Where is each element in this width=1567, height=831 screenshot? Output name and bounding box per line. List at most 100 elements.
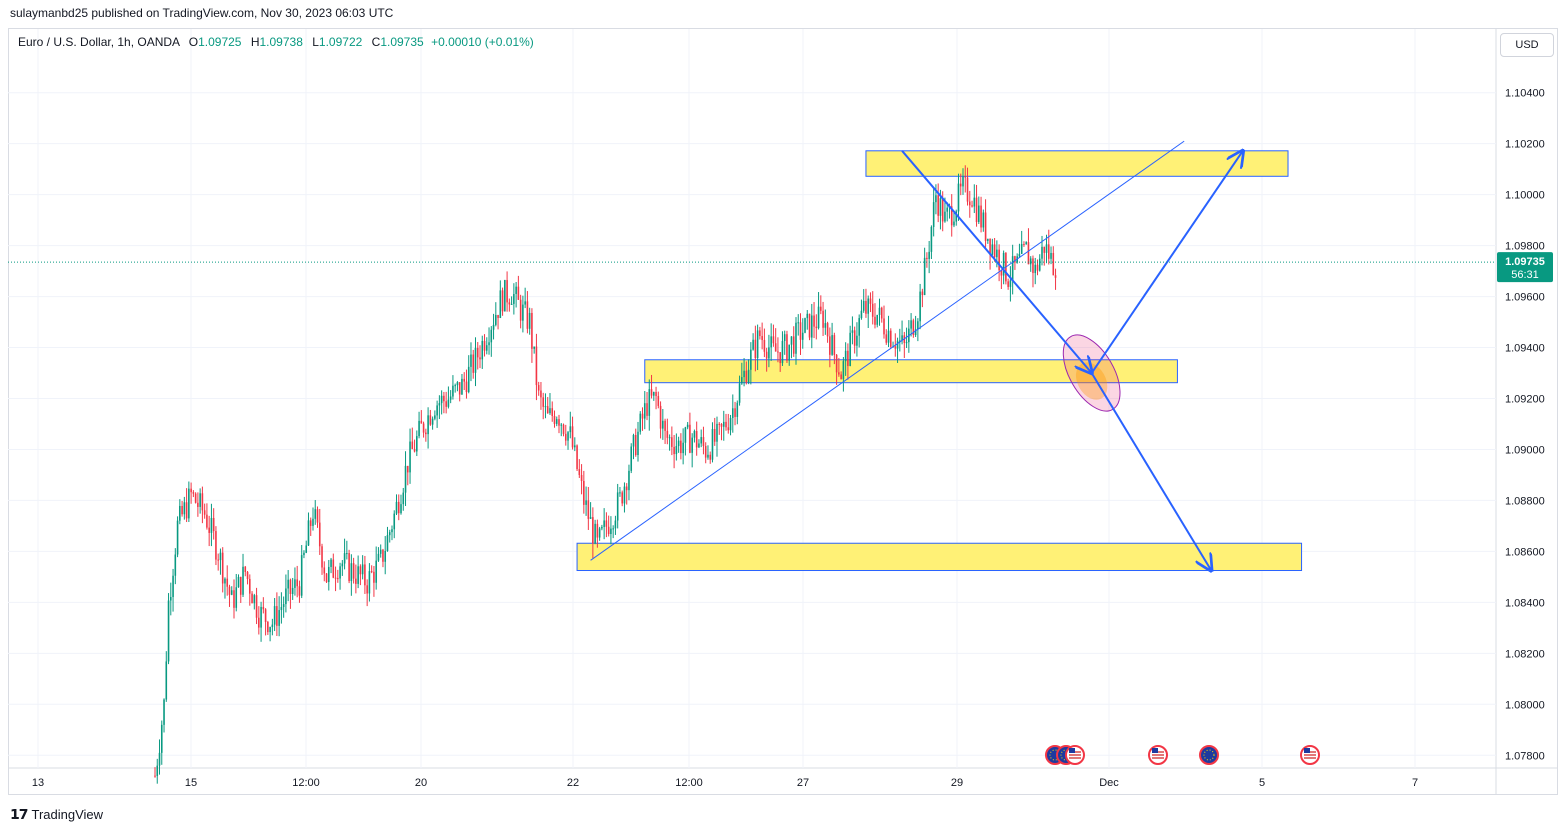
candle-body bbox=[276, 606, 278, 626]
symbol-title[interactable]: Euro / U.S. Dollar, 1h, OANDA bbox=[18, 35, 180, 49]
candle-body bbox=[838, 372, 840, 375]
chart-frame bbox=[8, 28, 1558, 795]
time-tick-label: Dec bbox=[1099, 777, 1119, 789]
candle-body bbox=[454, 385, 456, 387]
candle-body bbox=[759, 330, 761, 337]
candle-body bbox=[720, 424, 723, 427]
candle-body bbox=[860, 310, 863, 319]
candle-body bbox=[366, 585, 368, 594]
candle-body bbox=[984, 212, 987, 241]
candle-body bbox=[542, 397, 545, 407]
candle-body bbox=[930, 226, 933, 252]
candle-body bbox=[251, 593, 253, 604]
candle-body bbox=[533, 346, 535, 349]
candle-body bbox=[1029, 258, 1032, 265]
candle-body bbox=[833, 335, 836, 355]
candle-body bbox=[810, 315, 813, 338]
candle-body bbox=[928, 251, 930, 259]
currency-button[interactable]: USD bbox=[1500, 33, 1554, 57]
candle-body bbox=[364, 564, 366, 586]
trend-line bbox=[590, 140, 1185, 561]
candle-body bbox=[334, 577, 337, 579]
us-flag-icon bbox=[1065, 745, 1085, 765]
candle-body bbox=[1027, 242, 1030, 265]
candle-body bbox=[420, 420, 423, 424]
candle-body bbox=[199, 493, 201, 507]
candle-body bbox=[657, 396, 660, 406]
candle-body bbox=[858, 318, 860, 336]
price-tick-label: 1.10200 bbox=[1505, 139, 1545, 151]
supply-demand-zone bbox=[865, 150, 1289, 177]
candle-body bbox=[756, 330, 759, 358]
candle-body bbox=[1014, 256, 1016, 263]
candle-body bbox=[350, 563, 353, 582]
candle-body bbox=[294, 579, 296, 588]
candle-body bbox=[228, 586, 231, 595]
candle-body bbox=[373, 571, 375, 583]
candle-body bbox=[686, 424, 689, 428]
candle-body bbox=[470, 354, 472, 367]
candle-body bbox=[510, 303, 513, 305]
candle-body bbox=[492, 324, 495, 330]
supply-demand-zone bbox=[576, 542, 1303, 572]
candle-body bbox=[792, 336, 795, 354]
candle-body bbox=[456, 382, 459, 386]
candle-body bbox=[880, 307, 883, 319]
candle-body bbox=[305, 545, 308, 553]
candle-body bbox=[438, 403, 441, 406]
time-tick-label: 15 bbox=[185, 777, 197, 789]
candle-body bbox=[1009, 280, 1012, 287]
candle-body bbox=[876, 314, 879, 325]
candle-body bbox=[522, 304, 524, 321]
candle-body bbox=[429, 415, 432, 425]
candle-body bbox=[537, 385, 540, 391]
candle-body bbox=[235, 587, 238, 608]
candle-body bbox=[639, 413, 642, 432]
time-axis[interactable]: 13 15 12:00 20 22 12:00 27 29 Dec 5 7 bbox=[32, 777, 1418, 789]
candle-body bbox=[574, 445, 576, 448]
candle-body bbox=[901, 335, 903, 341]
eu-flag-icon bbox=[1199, 745, 1219, 765]
candle-body bbox=[278, 610, 280, 626]
candle-body bbox=[725, 421, 727, 428]
candle-body bbox=[853, 330, 856, 346]
candle-body bbox=[874, 316, 876, 325]
candle-body bbox=[727, 427, 730, 431]
candle-body bbox=[684, 427, 687, 443]
candle-body bbox=[731, 408, 734, 418]
candle-body bbox=[160, 724, 163, 753]
candle-body bbox=[154, 775, 156, 777]
candle-body bbox=[675, 446, 678, 455]
candle-body bbox=[567, 432, 569, 441]
candle-body bbox=[210, 517, 213, 533]
candle-body bbox=[467, 366, 470, 393]
candle-body bbox=[921, 291, 924, 296]
price-tick-label: 1.10400 bbox=[1505, 88, 1545, 100]
candle-body bbox=[285, 588, 287, 605]
candle-body bbox=[535, 346, 538, 386]
price-tick-label: 1.08600 bbox=[1505, 546, 1545, 558]
candle-body bbox=[962, 176, 964, 187]
candle-body bbox=[300, 555, 303, 596]
candle-body bbox=[957, 183, 960, 212]
candle-body bbox=[950, 206, 953, 226]
countdown-text: 56:31 bbox=[1511, 269, 1539, 281]
candle-body bbox=[375, 560, 377, 583]
candle-body bbox=[842, 361, 845, 380]
footer-brand[interactable]: 𝟭𝟳 TradingView bbox=[10, 806, 103, 823]
candle-body bbox=[558, 419, 560, 426]
candle-body bbox=[677, 440, 680, 447]
candle-body bbox=[449, 396, 452, 400]
candle-body bbox=[770, 336, 772, 348]
candle-body bbox=[996, 249, 998, 258]
price-axis[interactable]: 1.10400 1.10200 1.10000 1.09800 1.09600 1.094… bbox=[1505, 88, 1545, 763]
price-tick-label: 1.10000 bbox=[1505, 190, 1545, 202]
candle-body bbox=[465, 381, 468, 393]
candle-body bbox=[348, 553, 350, 582]
candle-body bbox=[959, 183, 962, 187]
candle-body bbox=[564, 433, 567, 441]
tradingview-logo-icon: 𝟭𝟳 bbox=[10, 806, 29, 822]
candle-body bbox=[1038, 258, 1041, 271]
candle-body bbox=[183, 502, 186, 515]
